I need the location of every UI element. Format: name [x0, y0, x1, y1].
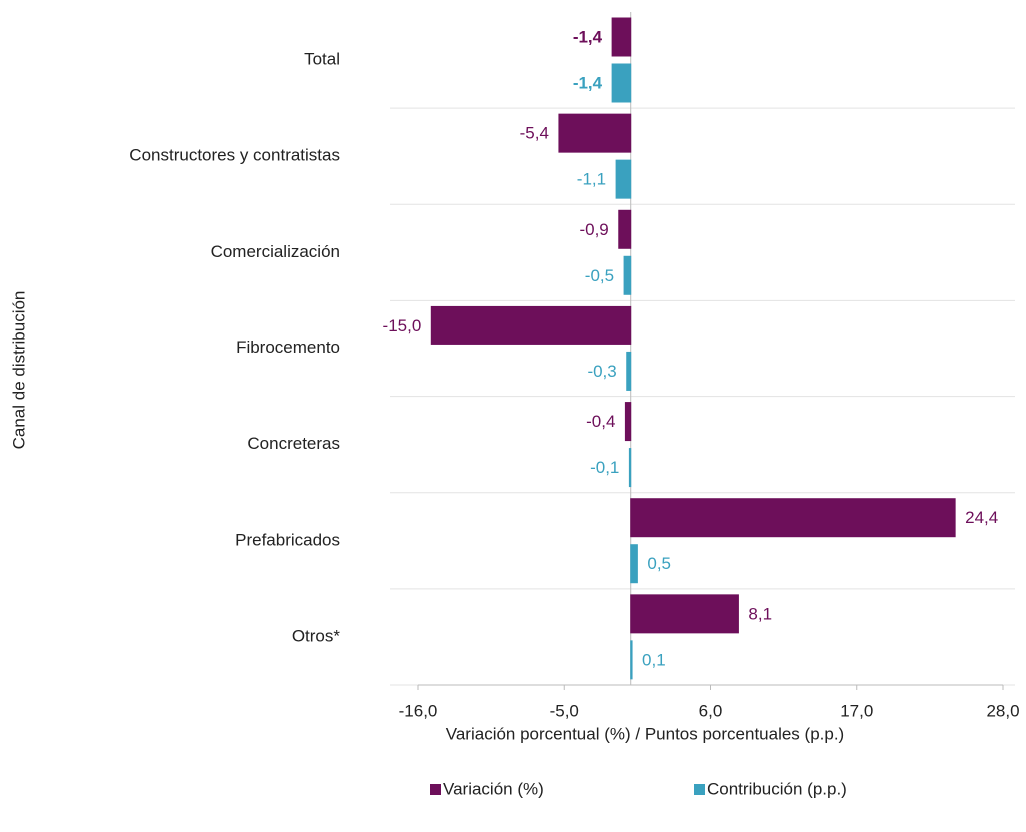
data-label: 24,4	[965, 508, 998, 527]
y-tick-label: Total	[304, 50, 340, 69]
y-tick-label: Constructores y contratistas	[129, 146, 340, 165]
x-tick-label: -5,0	[550, 701, 579, 720]
data-label: -15,0	[383, 316, 422, 335]
data-label: 0,1	[642, 650, 666, 669]
bar	[624, 402, 632, 442]
y-tick-label: Comercialización	[211, 242, 340, 261]
bar	[630, 498, 956, 538]
bar	[628, 448, 632, 488]
data-label: -0,3	[587, 362, 616, 381]
legend-swatch	[694, 784, 705, 795]
y-tick-label: Fibrocemento	[236, 338, 340, 357]
x-axis-title: Variación porcentual (%) / Puntos porcen…	[446, 724, 844, 743]
x-tick-label: 6,0	[699, 701, 723, 720]
data-label: 0,5	[647, 554, 671, 573]
data-label: -1,4	[573, 73, 603, 92]
x-tick-label: 17,0	[840, 701, 873, 720]
legend-label: Variación (%)	[443, 779, 544, 798]
data-label: 8,1	[748, 604, 772, 623]
bar	[615, 159, 632, 199]
x-tick-label: -16,0	[399, 701, 438, 720]
data-label: -1,4	[573, 27, 603, 46]
y-tick-label: Otros*	[292, 626, 341, 645]
bar	[430, 305, 632, 345]
bar	[618, 209, 632, 249]
bar	[630, 544, 638, 584]
bar	[630, 594, 739, 634]
y-tick-label: Concreteras	[247, 434, 340, 453]
x-tick-label: 28,0	[986, 701, 1019, 720]
data-label: -0,4	[586, 412, 615, 431]
bar	[626, 351, 632, 391]
bar	[611, 17, 632, 57]
legend-label: Contribución (p.p.)	[707, 779, 847, 798]
data-label: -1,1	[577, 170, 606, 189]
bar	[558, 113, 632, 153]
data-label: -0,1	[590, 458, 619, 477]
data-label: -0,5	[585, 266, 614, 285]
data-label: -5,4	[520, 124, 549, 143]
bar	[611, 63, 632, 103]
y-tick-label: Prefabricados	[235, 530, 340, 549]
data-label: -0,9	[579, 220, 608, 239]
y-axis-title: Canal de distribución	[9, 291, 28, 450]
bar	[623, 255, 632, 295]
bar	[630, 640, 633, 680]
legend-swatch	[430, 784, 441, 795]
